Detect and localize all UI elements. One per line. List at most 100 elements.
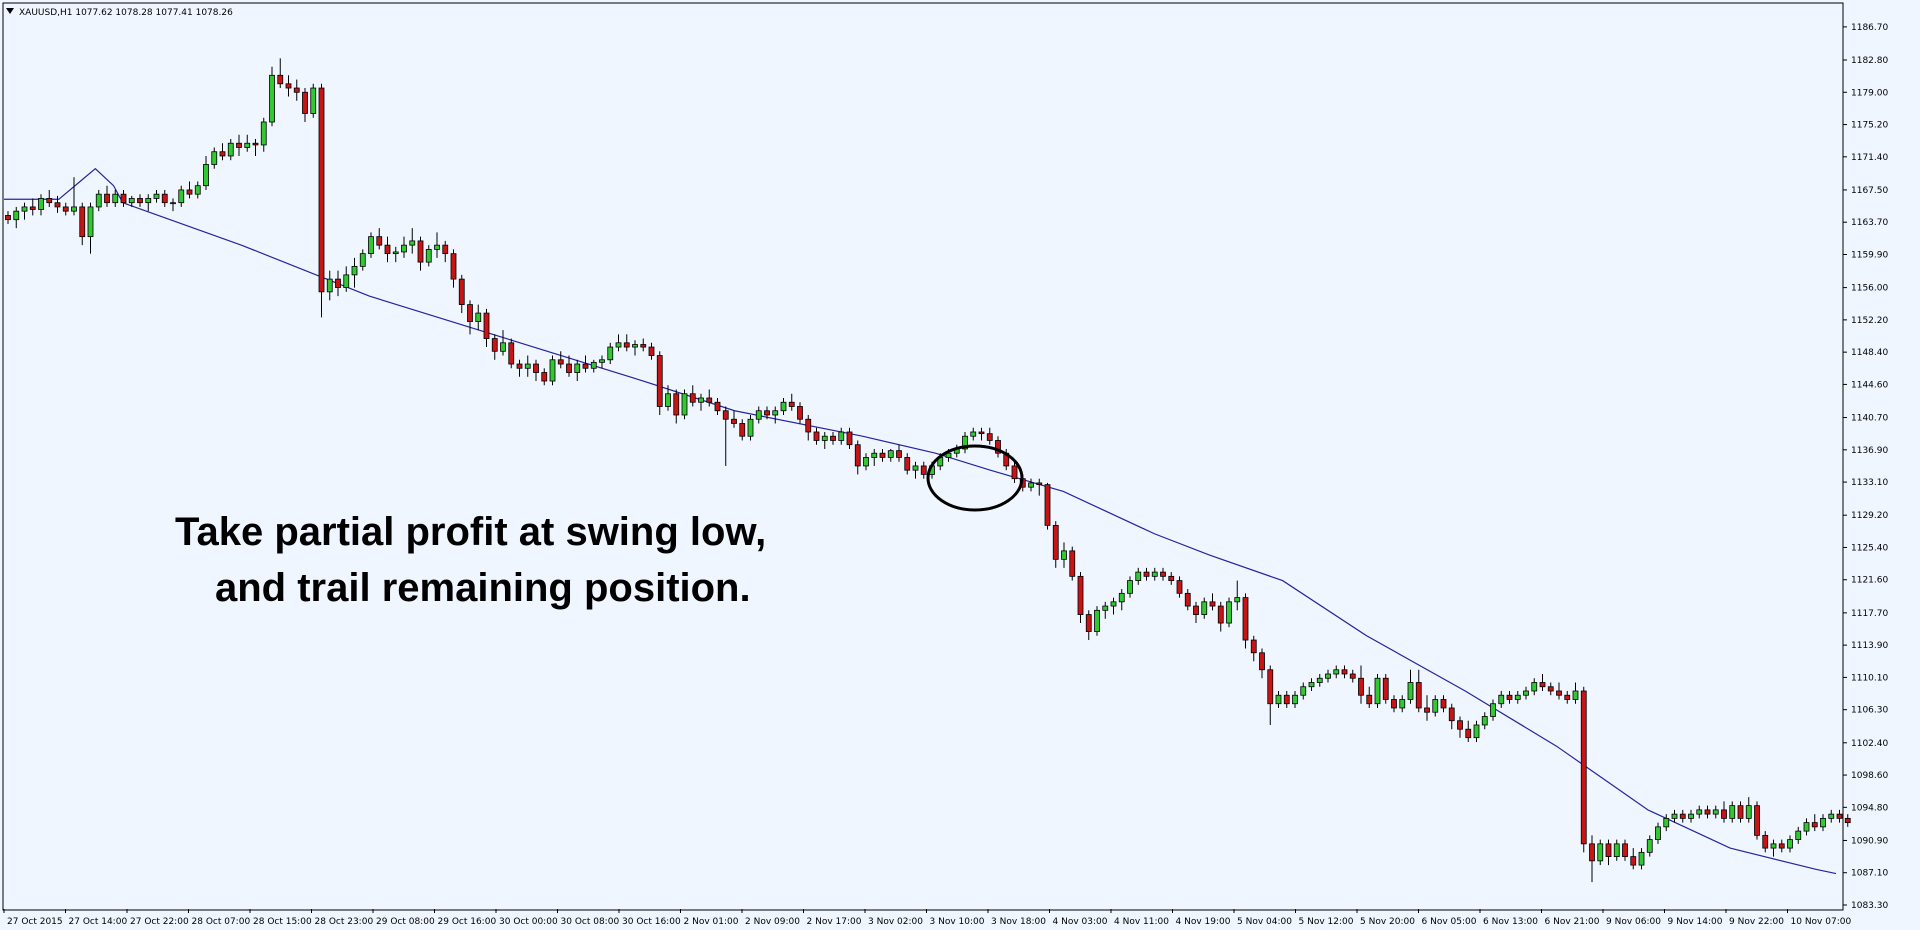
candle-body <box>557 359 564 365</box>
candle-body <box>1646 839 1653 853</box>
bear-candle <box>1349 669 1356 683</box>
bull-candle <box>244 134 251 152</box>
candle-body <box>211 151 218 165</box>
candle-body <box>838 431 845 441</box>
candle-body <box>566 363 572 373</box>
y-tick-label: 1167.50 <box>1851 186 1888 196</box>
bull-candle <box>1613 839 1620 861</box>
bull-candle <box>1795 826 1802 844</box>
bull-candle <box>1292 690 1298 708</box>
bull-candle <box>1820 814 1826 832</box>
y-tick-label: 1094.80 <box>1851 803 1888 813</box>
candle-body <box>1630 856 1637 866</box>
candle-body <box>1795 830 1802 841</box>
candle-body <box>1481 716 1488 726</box>
bear-candle <box>879 448 886 462</box>
x-tick-label: 9 Nov 14:00 <box>1668 917 1723 927</box>
bear-candle <box>797 402 803 424</box>
candle-body <box>21 206 28 212</box>
bear-candle <box>1778 839 1785 853</box>
candle-body <box>219 151 226 157</box>
candle-body <box>1374 677 1381 705</box>
bull-candle <box>871 448 878 466</box>
bull-candle <box>681 389 688 420</box>
bear-candle <box>1836 809 1843 823</box>
bull-candle <box>1729 801 1736 823</box>
bull-candle <box>1333 665 1340 679</box>
bull-candle <box>1787 835 1793 853</box>
symbol-header: XAUUSD,H1 1077.62 1078.28 1077.41 1078.2… <box>19 8 233 18</box>
candle-body <box>1267 669 1274 705</box>
swing-low-circle <box>926 444 1024 512</box>
candle-body <box>1465 728 1472 739</box>
candle-body <box>417 240 424 263</box>
candle-body <box>1589 843 1595 862</box>
candle-body <box>1193 605 1199 615</box>
bull-candle <box>887 448 894 462</box>
candle-body <box>483 312 490 339</box>
bull-candle <box>227 138 234 161</box>
x-tick-label: 2 Nov 01:00 <box>684 917 739 927</box>
candle-body <box>1300 686 1307 696</box>
candle-body <box>29 206 36 210</box>
candle-body <box>1613 843 1620 857</box>
y-tick-label: 1117.70 <box>1851 609 1888 619</box>
bear-candle <box>533 359 539 382</box>
y-tick-label: 1182.80 <box>1851 56 1888 66</box>
bear-candle <box>335 270 341 297</box>
candle-body <box>904 457 911 471</box>
y-tick-label: 1106.30 <box>1851 706 1888 716</box>
bear-candle <box>739 419 746 441</box>
annotation-line-1: Take partial profit at swing low, <box>175 510 766 554</box>
candle-body <box>1770 843 1777 849</box>
candle-body <box>318 87 325 293</box>
candle-body <box>1679 813 1686 819</box>
bear-candle <box>1250 635 1257 662</box>
bear-candle <box>1844 814 1851 827</box>
bull-candle <box>1663 814 1670 832</box>
candle-body <box>1217 605 1224 624</box>
bear-candle <box>1448 703 1455 730</box>
bear-candle <box>1721 801 1727 823</box>
candle-body <box>533 363 539 373</box>
candle-body <box>1572 690 1579 700</box>
bull-candle <box>401 236 407 258</box>
candle-body <box>392 251 399 255</box>
bull-candle <box>170 198 176 212</box>
candle-body <box>1762 834 1769 849</box>
bear-candle <box>623 334 630 352</box>
candle-body <box>293 87 300 93</box>
candle-body <box>1209 601 1216 607</box>
bear-candle <box>1415 669 1422 713</box>
candle-body <box>153 193 160 199</box>
candle-body <box>203 164 209 187</box>
bull-candle <box>772 406 779 424</box>
bear-candle <box>5 211 11 224</box>
candle-body <box>673 393 680 416</box>
bear-candle <box>896 444 902 462</box>
bull-candle <box>21 202 28 220</box>
candle-body <box>178 189 185 204</box>
bear-candle <box>1440 695 1447 713</box>
bear-candle <box>29 198 36 216</box>
bear-candle <box>137 194 143 207</box>
bear-candle <box>920 461 927 479</box>
bull-candle <box>1316 674 1323 687</box>
bear-candle <box>104 185 110 207</box>
candle-body <box>104 193 110 204</box>
bull-candle <box>1102 601 1109 619</box>
bull-candle <box>500 330 506 356</box>
bear-candle <box>1811 814 1818 832</box>
candle-body <box>722 410 729 420</box>
candle-body <box>863 457 869 467</box>
bear-candle <box>557 351 564 369</box>
bear-candle <box>1457 716 1463 738</box>
candle-body <box>236 142 242 148</box>
candle-body <box>1820 817 1826 828</box>
candle-body <box>582 363 589 369</box>
bull-candle <box>607 342 614 365</box>
y-tick-label: 1102.40 <box>1851 739 1888 749</box>
candle-body <box>1605 843 1612 857</box>
dropdown-triangle-icon[interactable] <box>6 8 14 14</box>
moving-average-layer <box>4 167 1837 875</box>
